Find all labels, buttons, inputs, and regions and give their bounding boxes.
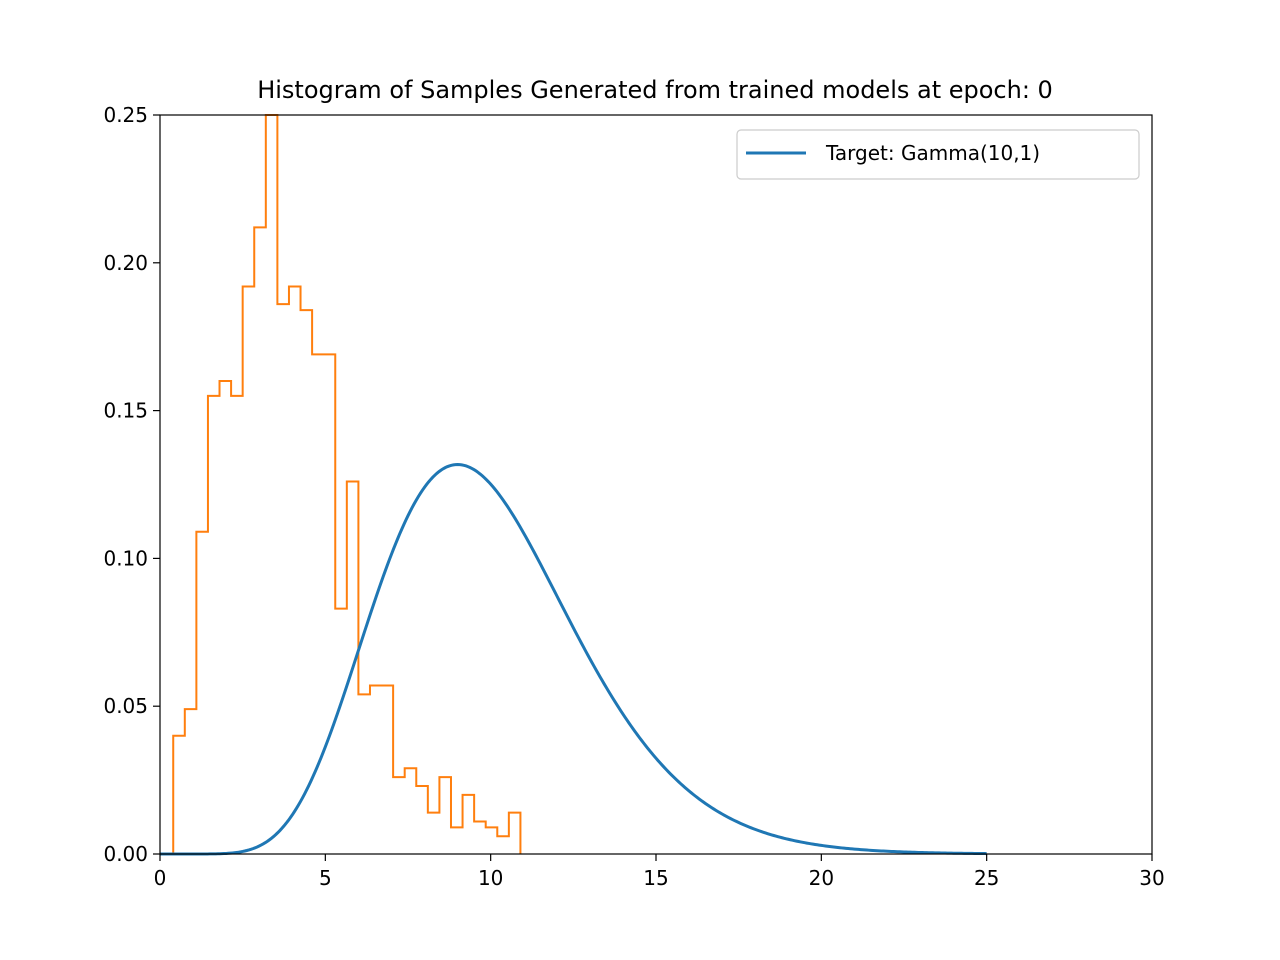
x-tick-label: 5 — [319, 866, 332, 890]
x-tick-label: 15 — [643, 866, 668, 890]
target-line-series — [160, 463, 987, 856]
legend-entry-target: Target: Gamma(10,1) — [825, 141, 1040, 165]
y-axis: 0.00 0.05 0.10 0.15 0.20 0.25 — [103, 103, 160, 866]
legend-box — [736, 129, 1140, 180]
chart-title: Histogram of Samples Generated from trai… — [257, 76, 1053, 104]
y-tick-label: 0.20 — [103, 251, 148, 275]
x-tick-label: 25 — [974, 866, 999, 890]
x-tick-label: 10 — [478, 866, 503, 890]
x-tick-label: 0 — [154, 866, 167, 890]
y-tick-label: 0.00 — [103, 842, 148, 866]
gamma-target-line — [160, 463, 987, 856]
y-tick-label: 0.10 — [103, 546, 148, 570]
histogram-series — [172, 114, 522, 854]
legend: Target: Gamma(10,1) — [736, 129, 1140, 180]
x-tick-label: 30 — [1139, 866, 1164, 890]
x-tick-label: 20 — [809, 866, 834, 890]
x-axis: 0 5 10 15 20 25 30 — [154, 854, 1165, 890]
plot-frame — [159, 114, 1153, 855]
plot-area — [160, 114, 987, 856]
histogram-step-outline — [172, 114, 522, 854]
y-tick-label: 0.05 — [103, 694, 148, 718]
y-tick-label: 0.25 — [103, 103, 148, 127]
y-tick-label: 0.15 — [103, 399, 148, 423]
